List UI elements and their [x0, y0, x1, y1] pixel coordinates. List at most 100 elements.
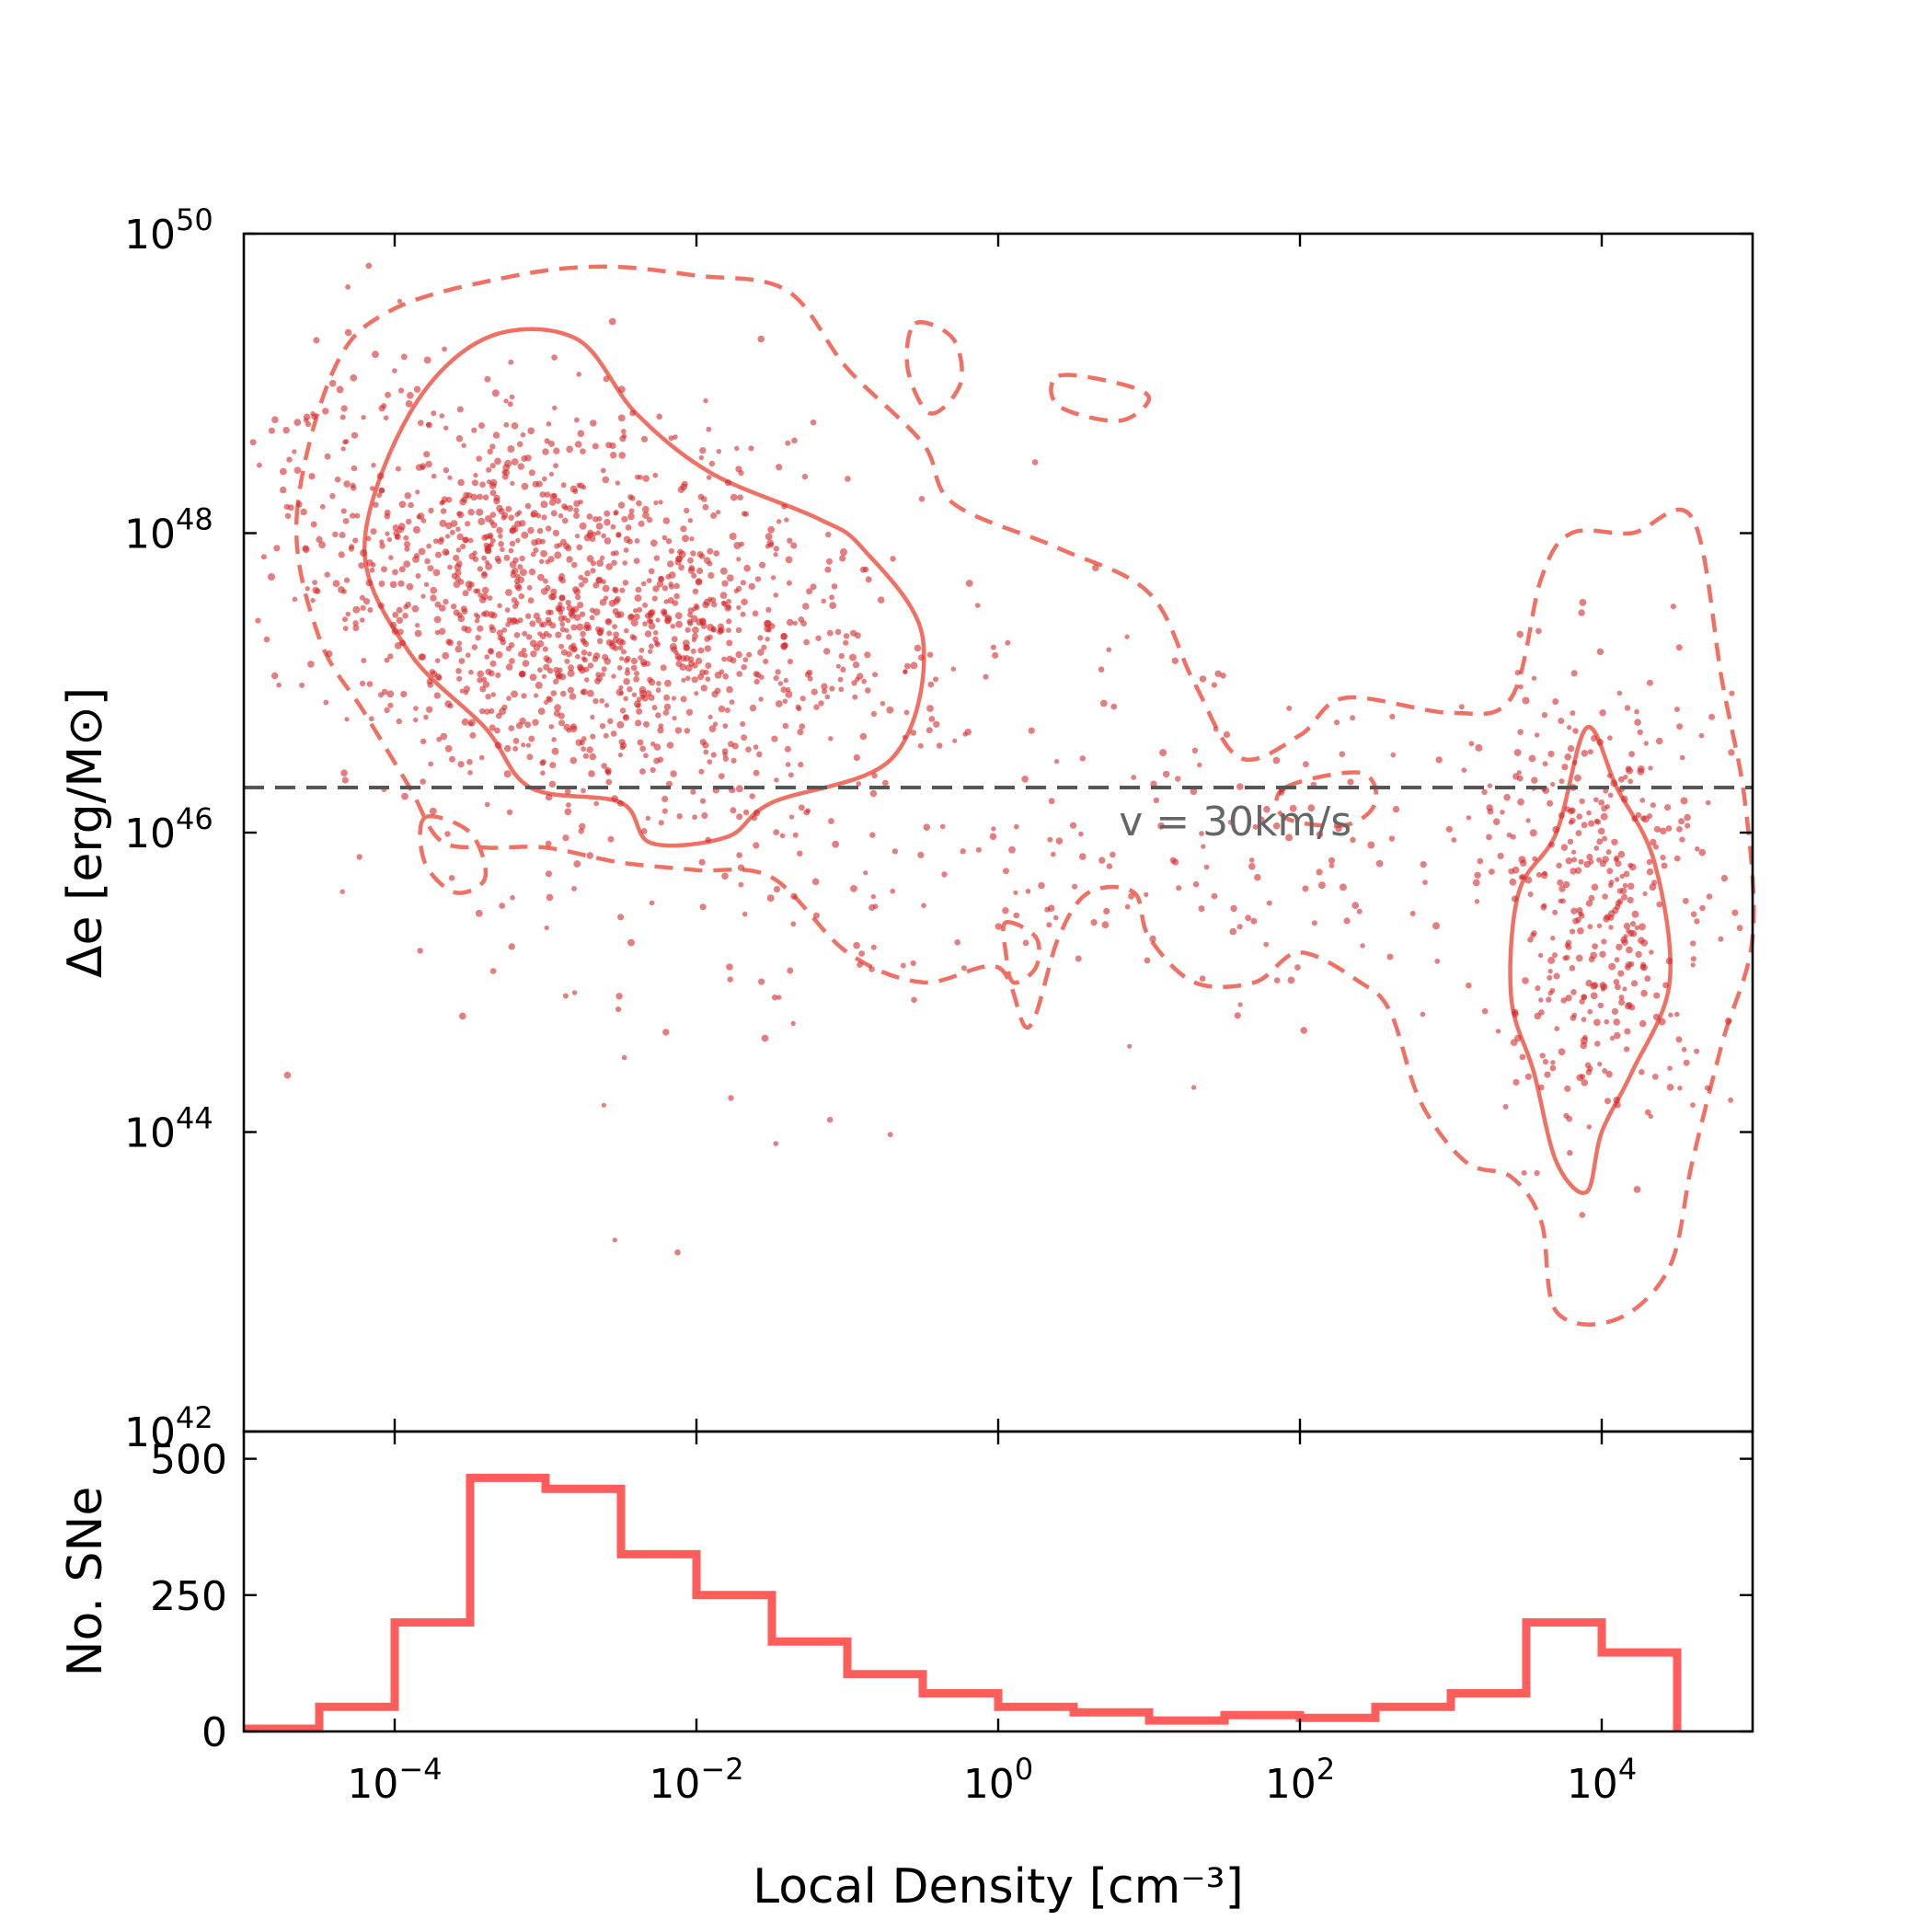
scatter-point: [692, 626, 699, 634]
inner-contour: [362, 327, 926, 848]
scatter-point: [1599, 950, 1606, 959]
scatter-point: [503, 554, 511, 561]
scatter-point: [644, 630, 652, 638]
scatter-point: [460, 605, 467, 613]
scatter-point: [1631, 910, 1639, 918]
scatter-point: [1602, 893, 1608, 900]
scatter-point: [467, 537, 474, 544]
scatter-point: [577, 602, 584, 609]
scatter-point: [1521, 1169, 1527, 1176]
scatter-point: [377, 692, 385, 698]
scatter-point: [995, 923, 1003, 930]
scatter-point: [445, 534, 451, 539]
scatter-point: [1561, 764, 1569, 771]
scatter-point: [880, 700, 886, 707]
scatter-point: [798, 804, 805, 811]
scatter-point: [1634, 719, 1641, 726]
scatter-point: [1258, 816, 1265, 823]
scatter-point: [511, 422, 519, 430]
scatter-point: [489, 627, 497, 634]
scatter-point: [641, 505, 650, 513]
scatter-point: [513, 578, 520, 584]
scatter-point: [960, 965, 967, 972]
scatter-point: [726, 639, 733, 647]
scatter-point: [471, 479, 479, 487]
scatter-point: [1586, 810, 1592, 816]
scatter-point: [1603, 788, 1609, 794]
scatter-point: [600, 672, 605, 677]
scatter-point: [581, 736, 587, 742]
scatter-point: [1128, 892, 1135, 900]
scatter-point: [536, 639, 545, 648]
scatter-point: [633, 700, 641, 708]
scatter-point: [718, 623, 724, 630]
scatter-point: [489, 724, 496, 731]
scatter-point: [479, 707, 486, 715]
scatter-point: [404, 546, 410, 552]
scatter-point: [741, 734, 747, 742]
scatter-point: [918, 654, 925, 661]
x-tick-label: 104: [1567, 1752, 1637, 1808]
scatter-point: [790, 542, 798, 549]
scatter-point: [602, 584, 610, 592]
scatter-point: [1272, 756, 1281, 765]
scatter-point: [763, 658, 769, 665]
scatter-point: [489, 512, 497, 518]
scatter-point: [482, 494, 489, 500]
scatter-point: [1683, 1059, 1690, 1066]
scatter-point: [1055, 837, 1064, 845]
scatter-point: [928, 716, 936, 722]
scatter-point: [1343, 917, 1351, 925]
scatter-point: [1569, 807, 1576, 814]
scatter-point: [542, 448, 549, 455]
scatter-point: [698, 454, 705, 461]
scatter-point: [506, 616, 512, 624]
scatter-point: [350, 512, 356, 519]
scatter-point: [840, 666, 846, 673]
scatter-point: [406, 582, 414, 591]
scatter-point: [530, 512, 536, 518]
scatter-point: [1587, 749, 1593, 755]
scatter-point: [1577, 927, 1584, 935]
scatter-point: [811, 878, 820, 886]
scatter-point: [590, 560, 597, 567]
inner-contour: [1508, 725, 1673, 1195]
scatter-point: [478, 596, 487, 604]
scatter-point: [573, 507, 580, 513]
scatter-point: [697, 647, 705, 654]
scatter-point: [558, 719, 566, 727]
scatter-point: [439, 627, 446, 635]
scatter-point: [680, 696, 687, 703]
scatter-point: [904, 662, 911, 670]
scatter-point: [1574, 867, 1582, 874]
scatter-point: [587, 689, 594, 697]
scatter-point: [612, 636, 620, 644]
scatter-point: [518, 592, 525, 600]
scatter-point: [489, 489, 497, 497]
scatter-point: [406, 518, 412, 525]
scatter-point: [457, 615, 466, 623]
scatter-point: [927, 681, 935, 688]
scatter-point: [482, 681, 490, 688]
scatter-point: [828, 736, 834, 742]
scatter-point: [558, 605, 565, 612]
scatter-point: [593, 652, 601, 660]
scatter-point: [1557, 879, 1564, 886]
scatter-point: [547, 440, 555, 447]
scatter-y-axis-label: Δe [erg/M⊙]: [58, 687, 113, 978]
scatter-point: [313, 337, 320, 344]
scatter-point: [1586, 1124, 1593, 1130]
scatter-point: [1527, 937, 1534, 943]
scatter-point: [627, 686, 633, 693]
scatter-point: [371, 462, 376, 468]
scatter-point: [1176, 885, 1182, 891]
scatter-point: [615, 1006, 622, 1013]
scatter-point: [524, 721, 532, 729]
scatter-point: [642, 475, 650, 482]
scatter-point: [432, 569, 441, 577]
scatter-point: [1316, 868, 1323, 876]
scatter-point: [605, 769, 612, 776]
scatter-point: [445, 522, 453, 530]
scatter-point: [1254, 873, 1261, 881]
scatter-point: [610, 550, 616, 557]
